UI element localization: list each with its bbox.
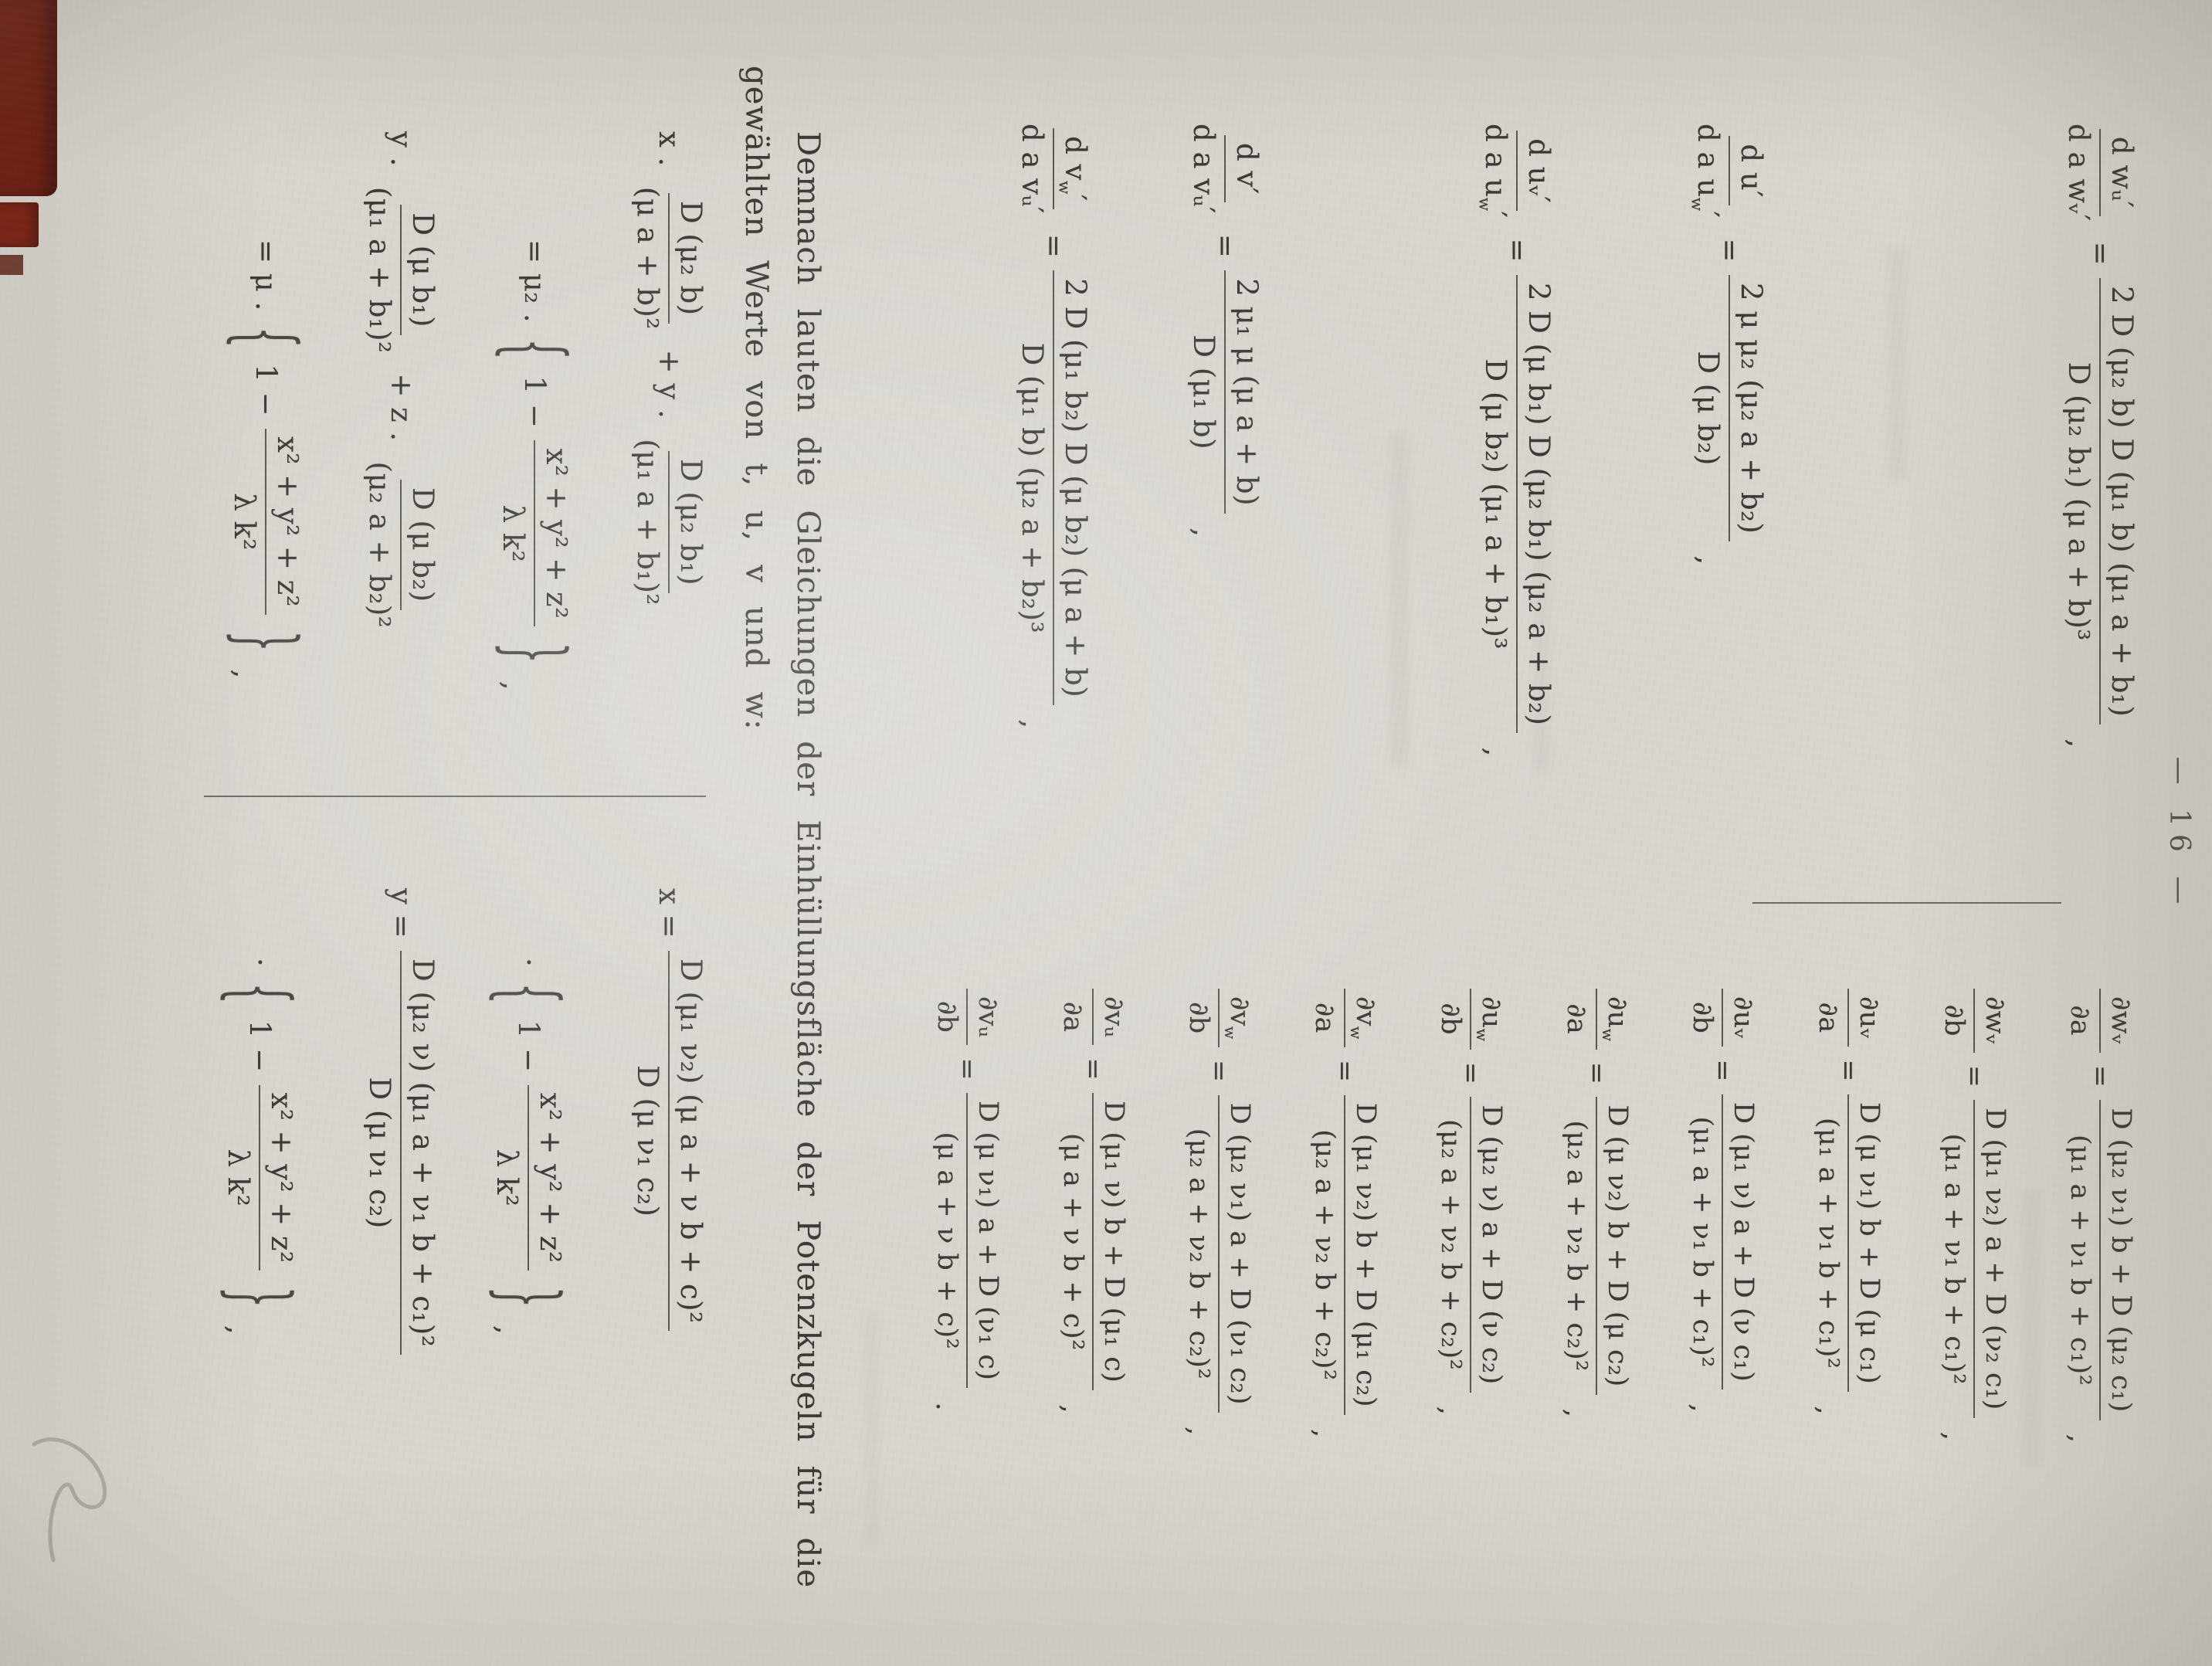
lhs-fraction: ∂wᵥ ∂a [2063, 989, 2136, 1053]
equation-mu-brace: = μ . { 1 − x² + y² + z² λ k² } , [219, 239, 313, 679]
equals-sign: = [1580, 1061, 1612, 1085]
equation-dvw-db: ∂vw ∂b = D (μ₂ ν₁) a + D (ν₁ c₂) (μ₂ a + … [1182, 989, 1255, 1436]
equation-y-coordinate: y = D (μ₂ ν) (μ₁ a + ν₁ b + c₁)² D (μ ν₁ … [363, 888, 439, 1356]
right-brace: } [482, 1286, 575, 1308]
rhs-fraction: 2 D (μ₁ b₂) D (μ b₂) (μ a + b) D (μ₁ b) (… [1016, 270, 1092, 706]
book-edge-marker [0, 0, 57, 196]
equals-sign: = [1832, 1059, 1864, 1083]
lhs-fraction: ∂uw ∂a [1559, 989, 1633, 1050]
rhs-fraction: D (μ₁ ν) b + D (μ₁ c) (μ a + ν b + c)² [1056, 1093, 1129, 1391]
rhs-fraction: 2 μ₁ μ (μ a + b) D (μ₁ b) [1187, 270, 1264, 514]
equals-sign: = [1958, 1064, 1990, 1088]
equals-sign: = [2084, 1064, 2115, 1088]
equation-dw: d wᵤ′ d a wᵥ′ = 2 D (μ₂ b) D (μ₁ b) (μ₁ a… [2062, 116, 2139, 748]
equation-dvu-da: ∂vᵤ ∂a = D (μ₁ ν) b + D (μ₁ c) (μ a + ν b … [1056, 989, 1129, 1413]
equation-x-coordinate: x = D (μ₁ ν₂) (μ a + ν b + c)² D (μ ν₁ c₂… [631, 888, 707, 1332]
equation-dvw: d vw′ d a vᵤ′ = 2 D (μ₁ b₂) D (μ b₂) (μ … [1016, 116, 1092, 728]
lhs-fraction: ∂vᵤ ∂a [1056, 989, 1129, 1046]
equals-sign: = [1454, 1061, 1486, 1085]
rhs-fraction: 2 D (μ b₁) D (μ₂ b₁) (μ₂ a + b₂) D (μ b₂)… [1479, 274, 1556, 734]
rhs-fraction: D (μ₂ ν) a + D (ν c₂) (μ₂ a + ν₂ b + c₂)² [1433, 1097, 1507, 1393]
equals-sign: = [1712, 238, 1746, 263]
rhs-fraction: D (μ₂ ν₁) b + D (μ₂ c₁) (μ₁ a + ν₁ b + c₁… [2063, 1100, 2136, 1420]
rhs-fraction: D (μ₁ ν₂) b + D (μ₁ c₂) (μ₂ a + ν₂ b + c₂… [1308, 1094, 1381, 1416]
rhs-fraction: D (μ ν₂) b + D (μ c₂) (μ₂ a + ν₂ b + c₂)² [1559, 1097, 1633, 1395]
lhs-fraction: d wᵤ′ d a wᵥ′ [2062, 124, 2139, 222]
lhs-fraction: d vw′ d a vᵤ′ [1016, 124, 1092, 214]
equation-duv-db: ∂uᵥ ∂b = D (μ₁ ν) a + D (ν c₁) (μ₁ a + ν₁ … [1685, 989, 1759, 1413]
lhs-fraction: ∂uw ∂b [1433, 989, 1507, 1050]
equation-x-brace-factor: · { 1 − x² + y² + z² λ k² } , [482, 958, 575, 1335]
equals-sign: = [1036, 233, 1070, 259]
right-brace: } [219, 629, 313, 653]
lhs-fraction: ∂uᵥ ∂a [1811, 989, 1885, 1047]
right-brace: } [488, 642, 582, 664]
paragraph-line-2: gewählten Werte von t, u, v und w: [738, 66, 774, 731]
equals-sign: = [2083, 241, 2117, 266]
left-brace: { [213, 982, 307, 1005]
rhs-fraction: D (μ ν₁) b + D (μ c₁) (μ₁ a + ν₁ b + c₁)² [1811, 1094, 1885, 1393]
equation-duv-da: ∂uᵥ ∂a = D (μ ν₁) b + D (μ c₁) (μ₁ a + ν₁ … [1811, 989, 1885, 1415]
lhs-fraction: ∂uᵥ ∂b [1685, 989, 1759, 1047]
lhs-fraction: ∂vw ∂b [1182, 989, 1255, 1047]
lhs-fraction: ∂wᵥ ∂b [1937, 989, 2010, 1053]
book-edge-marker-notch [0, 255, 23, 275]
equation-x-sum: x . D (μ₂ b) (μ a + b)² + y . D (μ₂ b₁) (μ… [631, 131, 707, 606]
column-divider-top [1752, 902, 2061, 904]
lhs-fraction: d v′ d a vᵤ′ [1187, 124, 1264, 214]
lhs-fraction: d u′ d a uw′ [1688, 124, 1768, 219]
right-brace: } [213, 1286, 307, 1308]
equals-sign: = [1328, 1059, 1360, 1083]
equals-sign: = [1500, 238, 1534, 263]
equation-mu2-brace: = μ₂ . { 1 − x² + y² + z² λ k² } , [488, 239, 582, 691]
equation-dwv-da: ∂wᵥ ∂a = D (μ₂ ν₁) b + D (μ₂ c₁) (μ₁ a + ν… [2063, 989, 2136, 1443]
left-brace: { [219, 326, 313, 349]
rhs-fraction: 2 D (μ₂ b) D (μ₁ b) (μ₁ a + b₁) D (μ₂ b₁)… [2062, 278, 2139, 725]
left-brace: { [482, 982, 575, 1005]
equation-duw-da: ∂uw ∂a = D (μ ν₂) b + D (μ c₂) (μ₂ a + ν₂… [1559, 989, 1633, 1417]
rhs-fraction: D (μ₂ ν₁) a + D (ν₁ c₂) (μ₂ a + ν₂ b + c₂… [1182, 1094, 1255, 1413]
paragraph-line-1: Demnach lauten die Gleichungen der Einhü… [790, 131, 826, 1589]
pencil-mark [32, 1437, 107, 1563]
lhs-fraction: d uᵥ′ d a uw′ [1475, 124, 1556, 219]
equation-y-brace-factor: · { 1 − x² + y² + z² λ k² } , [213, 958, 307, 1335]
rhs-fraction: D (μ₁ ν) a + D (ν c₁) (μ₁ a + ν₁ b + c₁)² [1685, 1094, 1759, 1390]
equals-sign: = [1208, 233, 1242, 259]
equation-dvw-da: ∂vw ∂a = D (μ₁ ν₂) b + D (μ₁ c₂) (μ₂ a + … [1308, 989, 1381, 1438]
column-divider-bottom [204, 796, 706, 797]
equation-dv: d v′ d a vᵤ′ = 2 μ₁ μ (μ a + b) D (μ₁ b) , [1187, 116, 1264, 537]
equation-duw-db: ∂uw ∂b = D (μ₂ ν) a + D (ν c₂) (μ₂ a + ν₂… [1433, 989, 1507, 1415]
rhs-fraction: D (μ₁ ν₂) a + D (ν₂ c₁) (μ₁ a + ν₁ b + c₁… [1937, 1100, 2010, 1418]
equation-dvu-db: ∂vᵤ ∂b = D (μ ν₁) a + D (ν₁ c) (μ a + ν b … [930, 989, 1003, 1411]
equation-du: d u′ d a uw′ = 2 μ μ₂ (μ₂ a + b₂) D (μ b₂… [1688, 116, 1768, 565]
rhs-fraction: D (μ ν₁) a + D (ν₁ c) (μ a + ν b + c)² [930, 1093, 1003, 1389]
lhs-fraction: ∂vw ∂a [1308, 989, 1381, 1047]
equation-dwv-db: ∂wᵥ ∂b = D (μ₁ ν₂) a + D (ν₂ c₁) (μ₁ a + ν… [1937, 989, 2010, 1440]
equals-sign: = [1706, 1059, 1738, 1083]
equation-duv: d uᵥ′ d a uw′ = 2 D (μ b₁) D (μ₂ b₁) (μ₂… [1475, 116, 1556, 757]
book-edge-marker-small [0, 202, 39, 247]
lhs-fraction: ∂vᵤ ∂b [930, 989, 1003, 1046]
page-number: — 16 — [2163, 756, 2195, 912]
left-brace: { [488, 338, 582, 361]
equals-sign: = [1203, 1059, 1234, 1083]
rhs-fraction: 2 μ μ₂ (μ₂ a + b₂) D (μ b₂) [1691, 274, 1768, 542]
equals-sign: = [951, 1057, 982, 1081]
equals-sign: = [1077, 1057, 1108, 1081]
equation-y-sum: y . D (μ b₁) (μ₁ a + b₁)² + z . D (μ b₂)(… [363, 131, 439, 629]
